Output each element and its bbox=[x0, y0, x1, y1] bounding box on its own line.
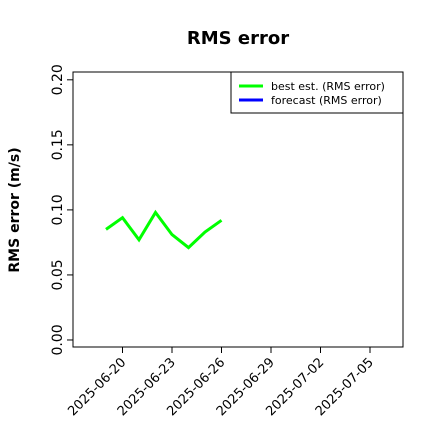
y-tick-label: 0.15 bbox=[50, 129, 66, 160]
legend-box bbox=[230, 71, 404, 114]
y-tick-label: 0.05 bbox=[50, 259, 66, 290]
chart-title: RMS error bbox=[187, 28, 289, 49]
y-axis-label: RMS error (m/s) bbox=[7, 147, 23, 272]
legend-label: best est. (RMS error) bbox=[271, 80, 385, 93]
y-tick-label: 0.10 bbox=[50, 194, 66, 225]
y-tick-label: 0.20 bbox=[50, 64, 66, 95]
data-line bbox=[105, 209, 223, 250]
legend-label: forecast (RMS error) bbox=[271, 94, 382, 107]
y-tick-label: 0.00 bbox=[50, 324, 66, 355]
